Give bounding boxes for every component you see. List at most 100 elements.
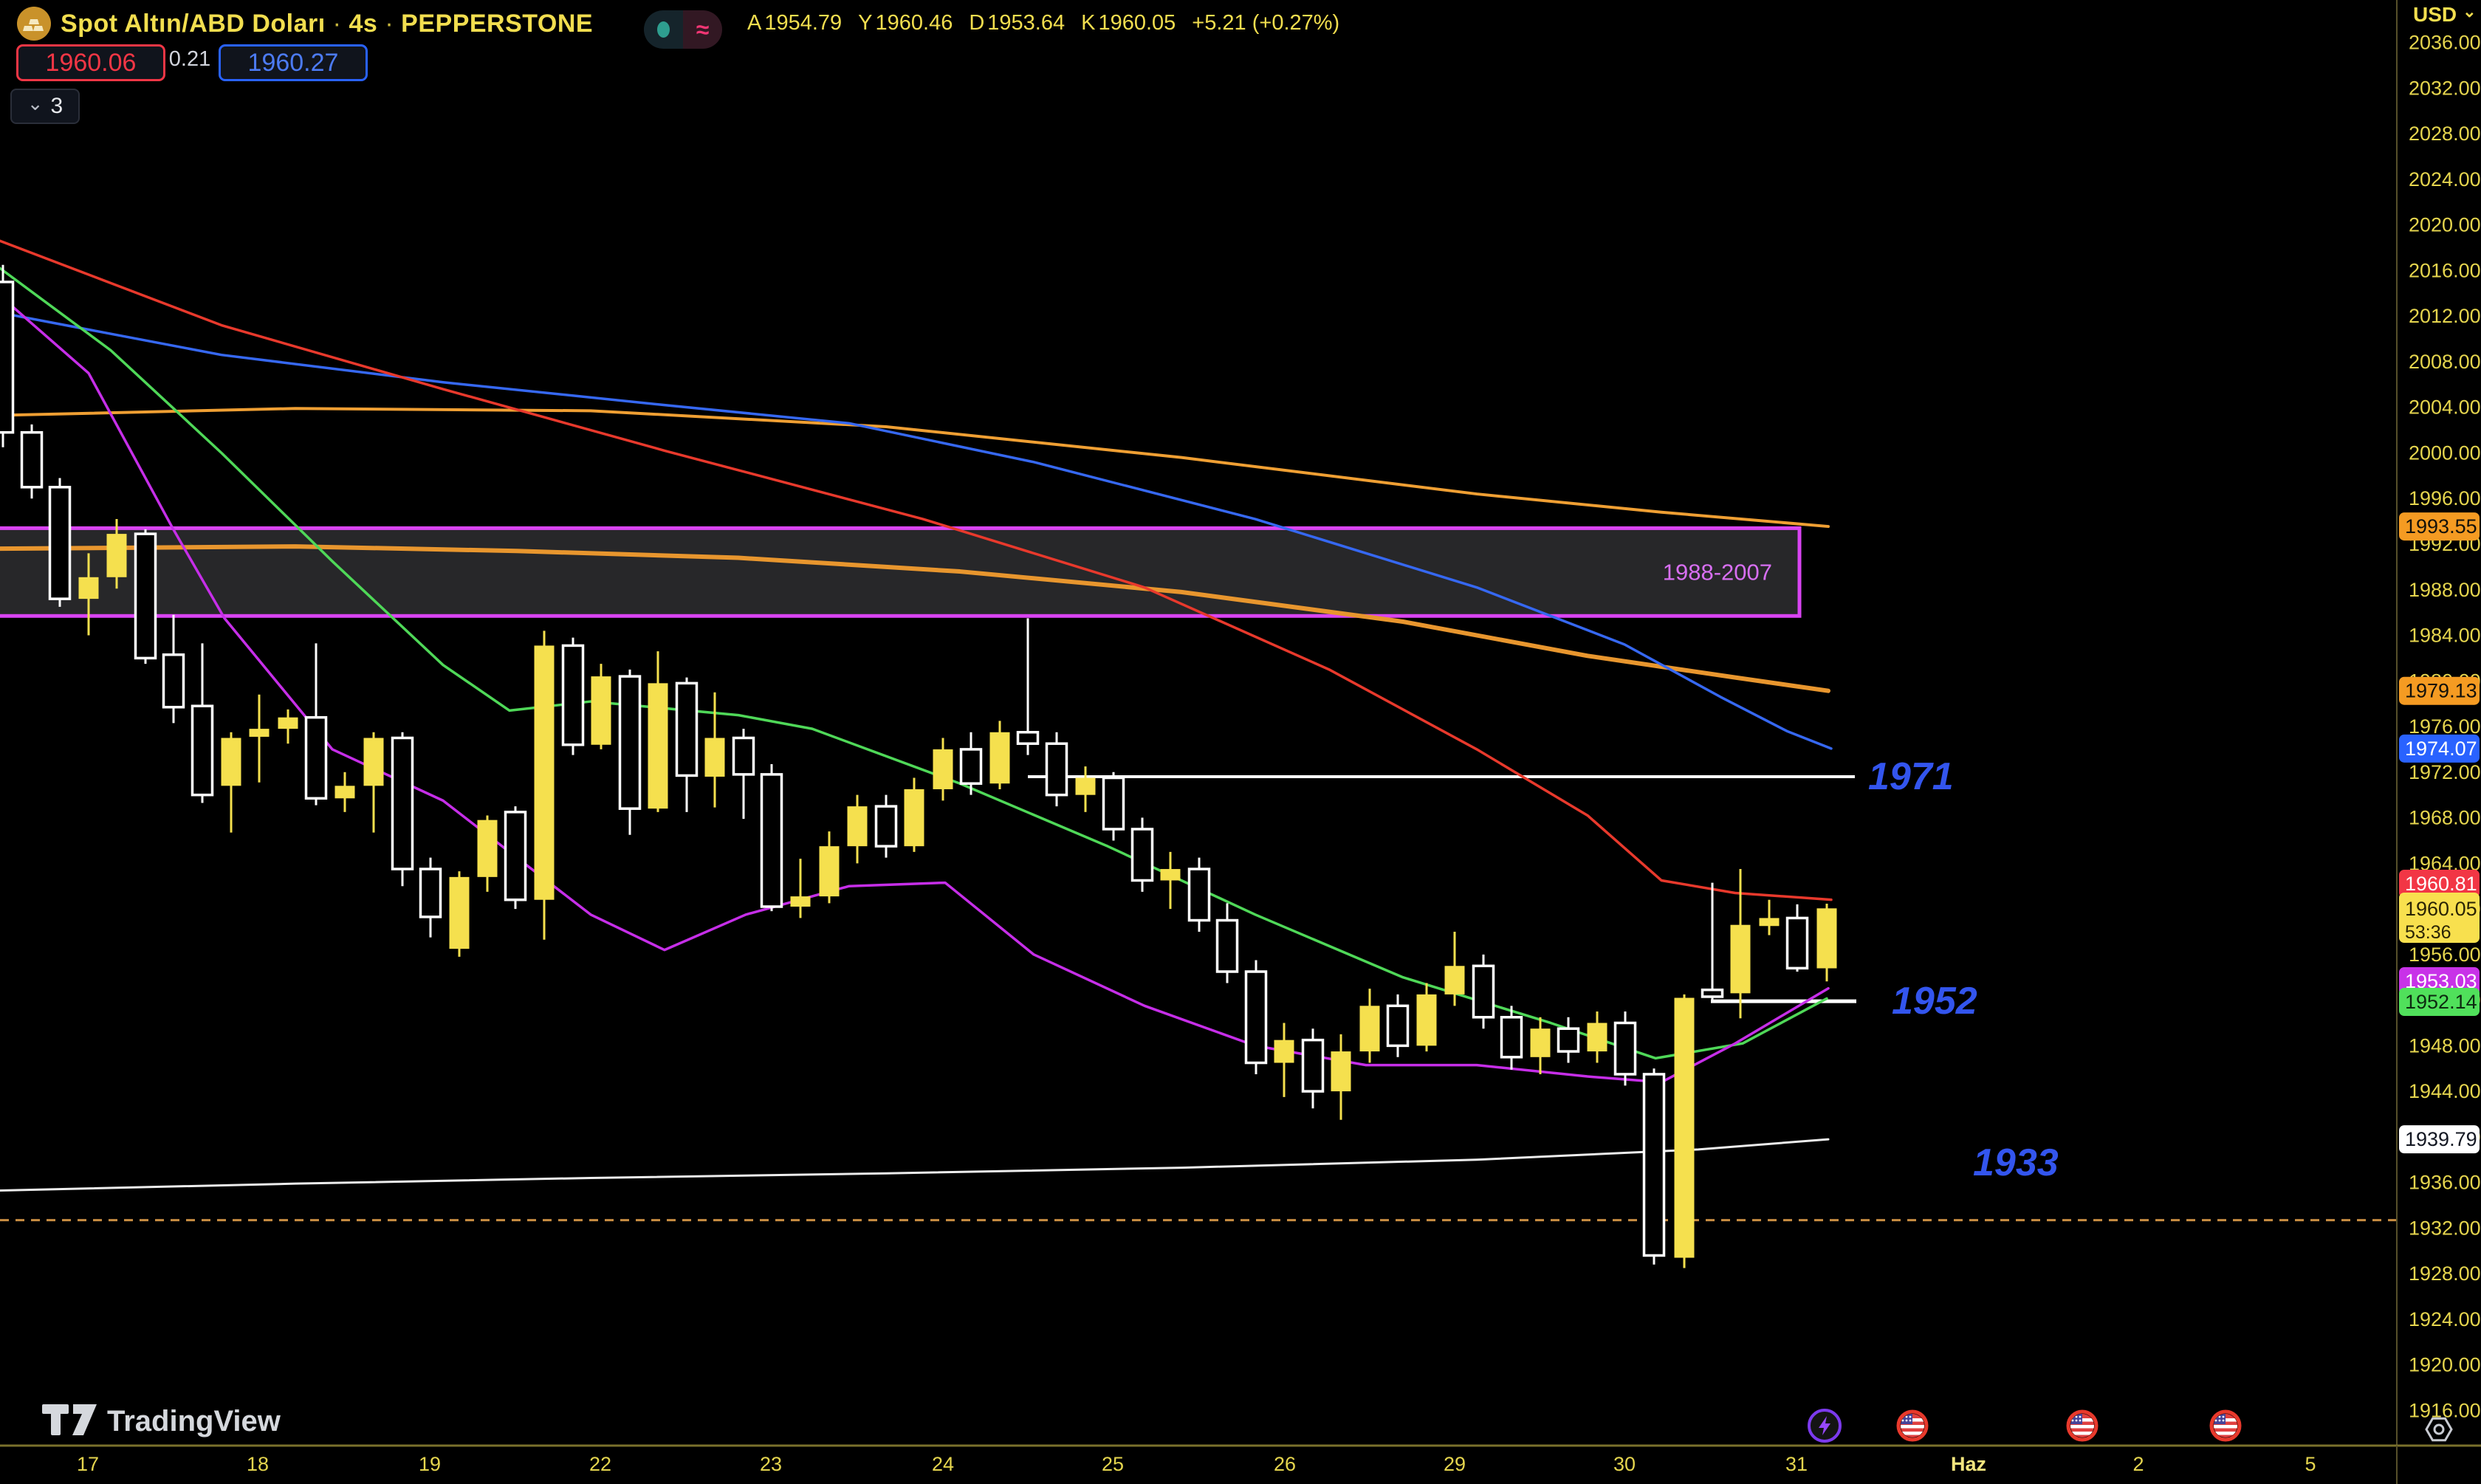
currency-selector[interactable]: USD ⌄ xyxy=(2413,2,2477,27)
price-annotation-1971[interactable]: 1971 xyxy=(1868,755,1954,798)
candle-body-down xyxy=(1102,776,1125,831)
price-tick-1924[interactable]: 1924.00 xyxy=(2409,1308,2481,1330)
candle-body-down xyxy=(1472,964,1495,1019)
candle-body-down xyxy=(1215,918,1239,973)
time-tick-29[interactable]: 29 xyxy=(1444,1453,1466,1475)
buy-button[interactable]: 1960.27 xyxy=(219,44,368,81)
tradingview-logo-text: TradingView xyxy=(107,1405,281,1437)
price-tick-1920[interactable]: 1920.00 xyxy=(2409,1354,2481,1376)
currency-label: USD xyxy=(2413,3,2457,26)
time-tick-26[interactable]: 26 xyxy=(1274,1453,1296,1475)
candle-body-up xyxy=(477,820,498,877)
price-tick-2028[interactable]: 2028.00 xyxy=(2409,123,2481,145)
time-tick-24[interactable]: 24 xyxy=(932,1453,954,1475)
candle-body-down xyxy=(874,805,898,848)
candle-body-up xyxy=(334,786,355,799)
price-tick-1988[interactable]: 1988.00 xyxy=(2409,579,2481,601)
candle-body-up xyxy=(249,729,270,737)
settings-gear-icon[interactable] xyxy=(2425,1417,2453,1442)
price-tick-2032[interactable]: 2032.00 xyxy=(2409,77,2481,99)
axis-price-label xyxy=(2399,676,2480,705)
time-tick-17[interactable]: 17 xyxy=(77,1453,99,1475)
axis-price-label xyxy=(2399,988,2480,1016)
candle-body-down xyxy=(760,773,783,908)
time-tick-31[interactable]: 31 xyxy=(1785,1453,1808,1475)
axis-price-label-text: 1960.81 xyxy=(2405,873,2477,895)
price-tick-1948[interactable]: 1948.00 xyxy=(2409,1034,2481,1057)
candle-body-down xyxy=(162,653,185,709)
candle-body-up xyxy=(106,534,127,577)
tradingview-logo[interactable]: TradingView xyxy=(42,1404,281,1437)
price-tick-1932[interactable]: 1932.00 xyxy=(2409,1217,2481,1239)
candle-body-up xyxy=(933,749,953,789)
time-tick-19[interactable]: 19 xyxy=(419,1453,441,1475)
price-tick-2004[interactable]: 2004.00 xyxy=(2409,396,2481,419)
candle-body-down xyxy=(1045,742,1068,797)
time-tick-22[interactable]: 22 xyxy=(589,1453,611,1475)
price-tick-1956[interactable]: 1956.00 xyxy=(2409,944,2481,966)
price-tick-2000[interactable]: 2000.00 xyxy=(2409,442,2481,464)
supply-zone-rectangle[interactable] xyxy=(0,526,1802,618)
time-tick-23[interactable]: 23 xyxy=(760,1453,782,1475)
candle-body-up xyxy=(1587,1023,1607,1052)
chevron-down-icon: ⌄ xyxy=(27,92,44,114)
price-tick-1972[interactable]: 1972.00 xyxy=(2409,761,2481,783)
candle-body-up xyxy=(1444,966,1465,995)
axis-price-label xyxy=(2399,734,2480,763)
candle-body-down xyxy=(618,675,642,810)
axis-price-label-text: 1939.79 xyxy=(2405,1128,2477,1150)
price-tick-1936[interactable]: 1936.00 xyxy=(2409,1172,2481,1194)
price-annotation-1933[interactable]: 1933 xyxy=(1973,1141,2059,1184)
candle-body-down xyxy=(1557,1027,1580,1053)
time-tick-25[interactable]: 25 xyxy=(1102,1453,1124,1475)
candle-body-up xyxy=(534,645,555,900)
event-us-flag-icon[interactable] xyxy=(2066,1409,2099,1442)
price-tick-1928[interactable]: 1928.00 xyxy=(2409,1263,2481,1285)
candle-body-down xyxy=(191,704,214,797)
axis-price-label xyxy=(2399,893,2480,943)
price-tick-2008[interactable]: 2008.00 xyxy=(2409,351,2481,373)
price-tick-2016[interactable]: 2016.00 xyxy=(2409,259,2481,281)
price-tick-1984[interactable]: 1984.00 xyxy=(2409,625,2481,647)
price-tick-1944[interactable]: 1944.00 xyxy=(2409,1080,2481,1102)
candle-body-up xyxy=(904,789,924,847)
axis-price-label xyxy=(2399,870,2480,898)
time-tick-5[interactable]: 5 xyxy=(2305,1453,2316,1475)
axis-price-label-text: 1952.14 xyxy=(2405,991,2477,1013)
candle-body-up xyxy=(278,717,298,729)
axis-price-label xyxy=(2399,1125,2480,1154)
candle-body-down xyxy=(134,532,157,660)
candle-body-down xyxy=(1244,970,1268,1065)
candle-body-up xyxy=(1730,924,1751,994)
price-tick-2020[interactable]: 2020.00 xyxy=(2409,214,2481,236)
price-annotation-1952[interactable]: 1952 xyxy=(1892,980,1977,1023)
price-tick-1996[interactable]: 1996.00 xyxy=(2409,487,2481,509)
candle-body-down xyxy=(0,281,15,434)
time-tick-2[interactable]: 2 xyxy=(2132,1453,2144,1475)
candle-body-up xyxy=(1075,777,1096,795)
time-tick-30[interactable]: 30 xyxy=(1613,1453,1636,1475)
candle-body-up xyxy=(1530,1028,1551,1057)
candle-body-up xyxy=(847,806,868,847)
time-tick-18[interactable]: 18 xyxy=(247,1453,269,1475)
price-tick-1968[interactable]: 1968.00 xyxy=(2409,807,2481,829)
ma-red xyxy=(0,239,1833,901)
candle-body-down xyxy=(1016,731,1040,745)
candle-body-down xyxy=(675,681,699,777)
sell-button[interactable]: 1960.06 xyxy=(16,44,165,81)
candle-body-down xyxy=(20,430,44,489)
price-tick-2012[interactable]: 2012.00 xyxy=(2409,305,2481,327)
time-tick-Haz[interactable]: Haz xyxy=(1951,1453,1986,1475)
candle-body-up xyxy=(704,738,725,777)
price-tick-1976[interactable]: 1976.00 xyxy=(2409,715,2481,738)
event-lightning-icon[interactable] xyxy=(1808,1409,1842,1443)
axis-price-label xyxy=(2399,512,2480,541)
price-tick-2036[interactable]: 2036.00 xyxy=(2409,32,2481,54)
indicator-count-toggle[interactable]: ⌄ 3 xyxy=(10,89,80,124)
event-us-flag-icon[interactable] xyxy=(2209,1409,2242,1442)
event-us-flag-icon[interactable] xyxy=(1896,1409,1929,1442)
price-tick-2024[interactable]: 2024.00 xyxy=(2409,168,2481,190)
candle-body-up xyxy=(449,876,470,949)
